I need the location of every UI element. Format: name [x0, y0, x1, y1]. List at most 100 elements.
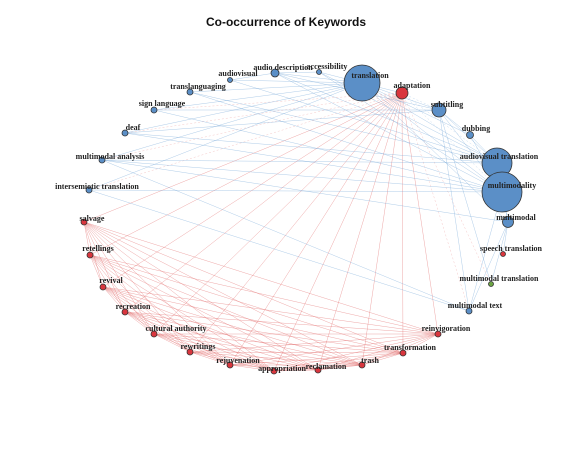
edge-red: [83, 221, 275, 372]
edge-red: [402, 333, 439, 354]
edge-red: [124, 311, 231, 366]
edge-red: [102, 286, 439, 335]
node-cultural-authority: [150, 330, 158, 338]
node-transformation: [399, 349, 407, 357]
node-retellings: [86, 251, 94, 259]
node-label-deaf: deaf: [126, 123, 141, 132]
node-reinvigoration: [434, 330, 442, 338]
edge-blue: [189, 91, 503, 193]
edge-red: [102, 286, 155, 335]
edge-blue: [468, 191, 503, 312]
node-recreation: [121, 308, 129, 316]
edge-blue: [274, 72, 498, 164]
edge-red: [102, 286, 275, 372]
edge-blue: [88, 82, 363, 191]
node-label-sign-language: sign language: [139, 99, 186, 108]
edge-red: [273, 352, 404, 372]
node-label-dubbing: dubbing: [462, 124, 490, 133]
edge-blue: [229, 72, 276, 81]
node-label-intersemiotic-translation: intersemiotic translation: [55, 182, 139, 191]
node-label-rewritings: rewritings: [181, 342, 216, 351]
edge-red: [83, 221, 126, 313]
node-label-appropriation: appropriation: [258, 364, 306, 373]
edge-red: [102, 286, 319, 371]
edge-red: [89, 254, 319, 371]
node-adaptation: [395, 86, 409, 100]
edge-red: [102, 286, 363, 366]
node-multimodal-analysis: [98, 156, 106, 164]
edge-blue: [361, 82, 471, 136]
edge-blue: [124, 82, 363, 134]
node-revival: [99, 283, 107, 291]
edge-red: [229, 364, 319, 371]
node-label-accessibility: accessibility: [307, 62, 348, 71]
node-label-multimodality: multimodality: [488, 181, 536, 190]
edge-blue: [124, 132, 498, 164]
edge-red: [229, 333, 439, 366]
edge-red: [89, 92, 403, 256]
node-speech-translation: [500, 251, 506, 257]
edge-blue: [101, 159, 503, 193]
edge-red: [89, 254, 104, 288]
edge-red: [83, 221, 363, 366]
edge-red: [83, 221, 319, 371]
node-appropriation: [270, 367, 278, 375]
node-label-revival: revival: [99, 276, 123, 285]
edge-red: [153, 333, 363, 366]
edge-blue: [153, 109, 503, 193]
node-label-audiovisual: audiovisual: [218, 69, 258, 78]
node-salvage: [80, 218, 88, 226]
edge-red: [124, 92, 403, 313]
node-multimodal: [502, 216, 514, 228]
edge-blue: [101, 159, 498, 164]
edge-red: [317, 364, 363, 371]
node-label-salvage: salvage: [80, 214, 105, 223]
edge-blue: [124, 132, 503, 193]
edge-blue: [101, 159, 470, 312]
node-dubbing: [466, 131, 474, 139]
edge-red: [89, 254, 404, 354]
edge-red-dashed: [88, 92, 403, 191]
node-multimodal-translation: [488, 281, 494, 287]
edge-red: [89, 254, 155, 335]
node-audiovisual: [227, 77, 233, 83]
node-multimodal-text: [465, 307, 473, 315]
edge-blue: [361, 82, 503, 193]
edge-red: [124, 311, 191, 353]
label-layer: translation adaptation subtitling dubbing au…: [55, 62, 542, 373]
edge-red: [229, 92, 403, 366]
edge-red: [361, 333, 439, 366]
edge-red: [361, 92, 403, 366]
edge-blue: [438, 109, 470, 312]
edge-red: [273, 369, 319, 372]
node-translation: [343, 64, 381, 102]
node-deaf: [121, 129, 129, 137]
edge-red: [273, 92, 403, 372]
node-trash: [358, 361, 366, 369]
edge-red: [83, 92, 403, 223]
edge-red: [401, 92, 404, 354]
node-label-recreation: recreation: [116, 302, 151, 311]
edge-red-dashed: [101, 92, 403, 161]
node-multimodality: [481, 171, 523, 213]
edge-red: [89, 254, 439, 335]
edge-red: [83, 221, 231, 366]
edge-blue-dashed: [401, 92, 503, 193]
edge-red: [317, 333, 439, 371]
edge-blue: [274, 71, 320, 74]
edge-red: [83, 221, 104, 288]
node-label-transformation: transformation: [384, 343, 437, 352]
node-label-subtitling: subtitling: [431, 100, 463, 109]
edge-red: [189, 351, 231, 366]
edge-red: [83, 221, 404, 354]
edge-red: [102, 286, 126, 313]
edge-red: [189, 351, 404, 354]
node-label-translation: translation: [351, 71, 389, 80]
node-label-audiovisual-translation: audiovisual translation: [460, 152, 539, 161]
node-label-rejuvenation: rejuvenation: [216, 356, 260, 365]
edge-red: [83, 221, 439, 335]
node-label-trash: trash: [361, 356, 379, 365]
node-translanguaging: [186, 88, 194, 96]
node-label-multimodal-analysis: multimodal analysis: [76, 152, 145, 161]
